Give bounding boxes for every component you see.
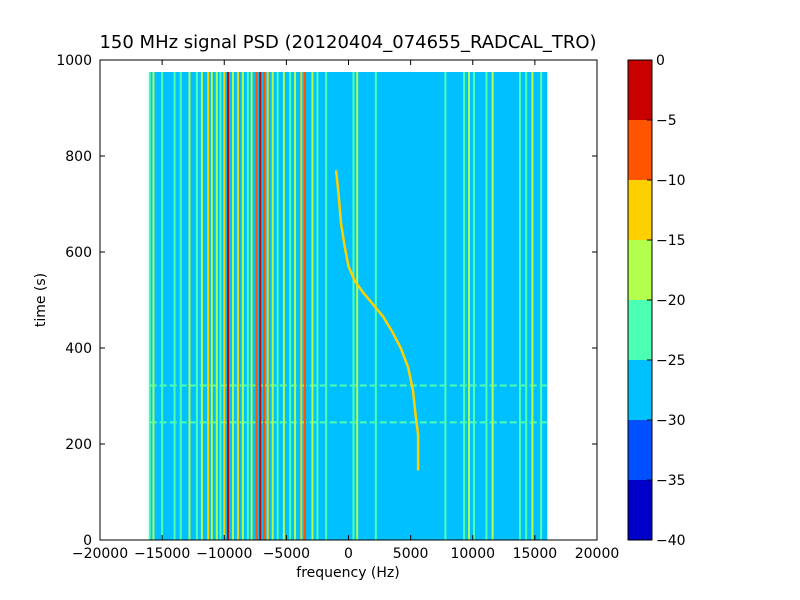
y-tick-label: 800 <box>65 149 92 165</box>
x-tick-label: −20000 <box>72 546 128 562</box>
colorbar-tick-label: −30 <box>656 413 686 429</box>
y-axis-ticks: 0 200 400 600 800 1000 <box>56 53 597 549</box>
x-tick-label: 20000 <box>575 546 620 562</box>
heatmap-background <box>149 72 548 540</box>
x-axis-ticks: −20000 −15000 −10000 −5000 0 5000 10000 15000 20… <box>72 60 619 562</box>
colorbar-band <box>628 300 652 360</box>
colorbar-tick-label: −35 <box>656 473 686 489</box>
colorbar-tick-label: −10 <box>656 173 686 189</box>
y-tick-label: 200 <box>65 437 92 453</box>
colorbar-tick-label: −25 <box>656 353 686 369</box>
colorbar: 0 −5 −10 −15 −20 −25 −30 −35 −40 <box>627 53 686 549</box>
colorbar-band <box>628 120 652 180</box>
colorbar-band <box>628 420 652 480</box>
colorbar-band <box>628 480 652 540</box>
x-tick-label: −15000 <box>134 546 190 562</box>
colorbar-band <box>628 60 652 120</box>
x-tick-label: 10000 <box>450 546 495 562</box>
y-tick-label: 1000 <box>56 53 92 69</box>
y-tick-label: 600 <box>65 245 92 261</box>
colorbar-band <box>628 360 652 420</box>
heatmap <box>148 72 548 540</box>
x-axis-label: frequency (Hz) <box>296 565 399 581</box>
colorbar-tick-label: 0 <box>656 53 665 69</box>
colorbar-ticks: 0 −5 −10 −15 −20 −25 −30 −35 −40 <box>647 53 686 549</box>
x-tick-label: −10000 <box>196 546 252 562</box>
colorbar-band <box>628 180 652 240</box>
x-tick-label: −5000 <box>263 546 310 562</box>
colorbar-tick-label: −20 <box>656 293 686 309</box>
colorbar-tick-label: −40 <box>656 533 686 549</box>
colorbar-tick-label: −5 <box>656 113 677 129</box>
plot-area: −20000 −15000 −10000 −5000 0 5000 10000 15000 20… <box>56 53 619 562</box>
chart-title: 150 MHz signal PSD (20120404_074655_RADC… <box>99 32 596 53</box>
y-axis-label: time (s) <box>33 273 49 327</box>
colorbar-bands <box>628 60 652 540</box>
y-tick-label: 0 <box>83 533 92 549</box>
y-tick-label: 400 <box>65 341 92 357</box>
colorbar-tick-label: −15 <box>656 233 686 249</box>
x-tick-label: 5000 <box>393 546 429 562</box>
sweep-curve <box>334 170 420 471</box>
x-tick-label: 0 <box>344 546 353 562</box>
x-tick-label: 15000 <box>513 546 558 562</box>
colorbar-band <box>628 240 652 300</box>
